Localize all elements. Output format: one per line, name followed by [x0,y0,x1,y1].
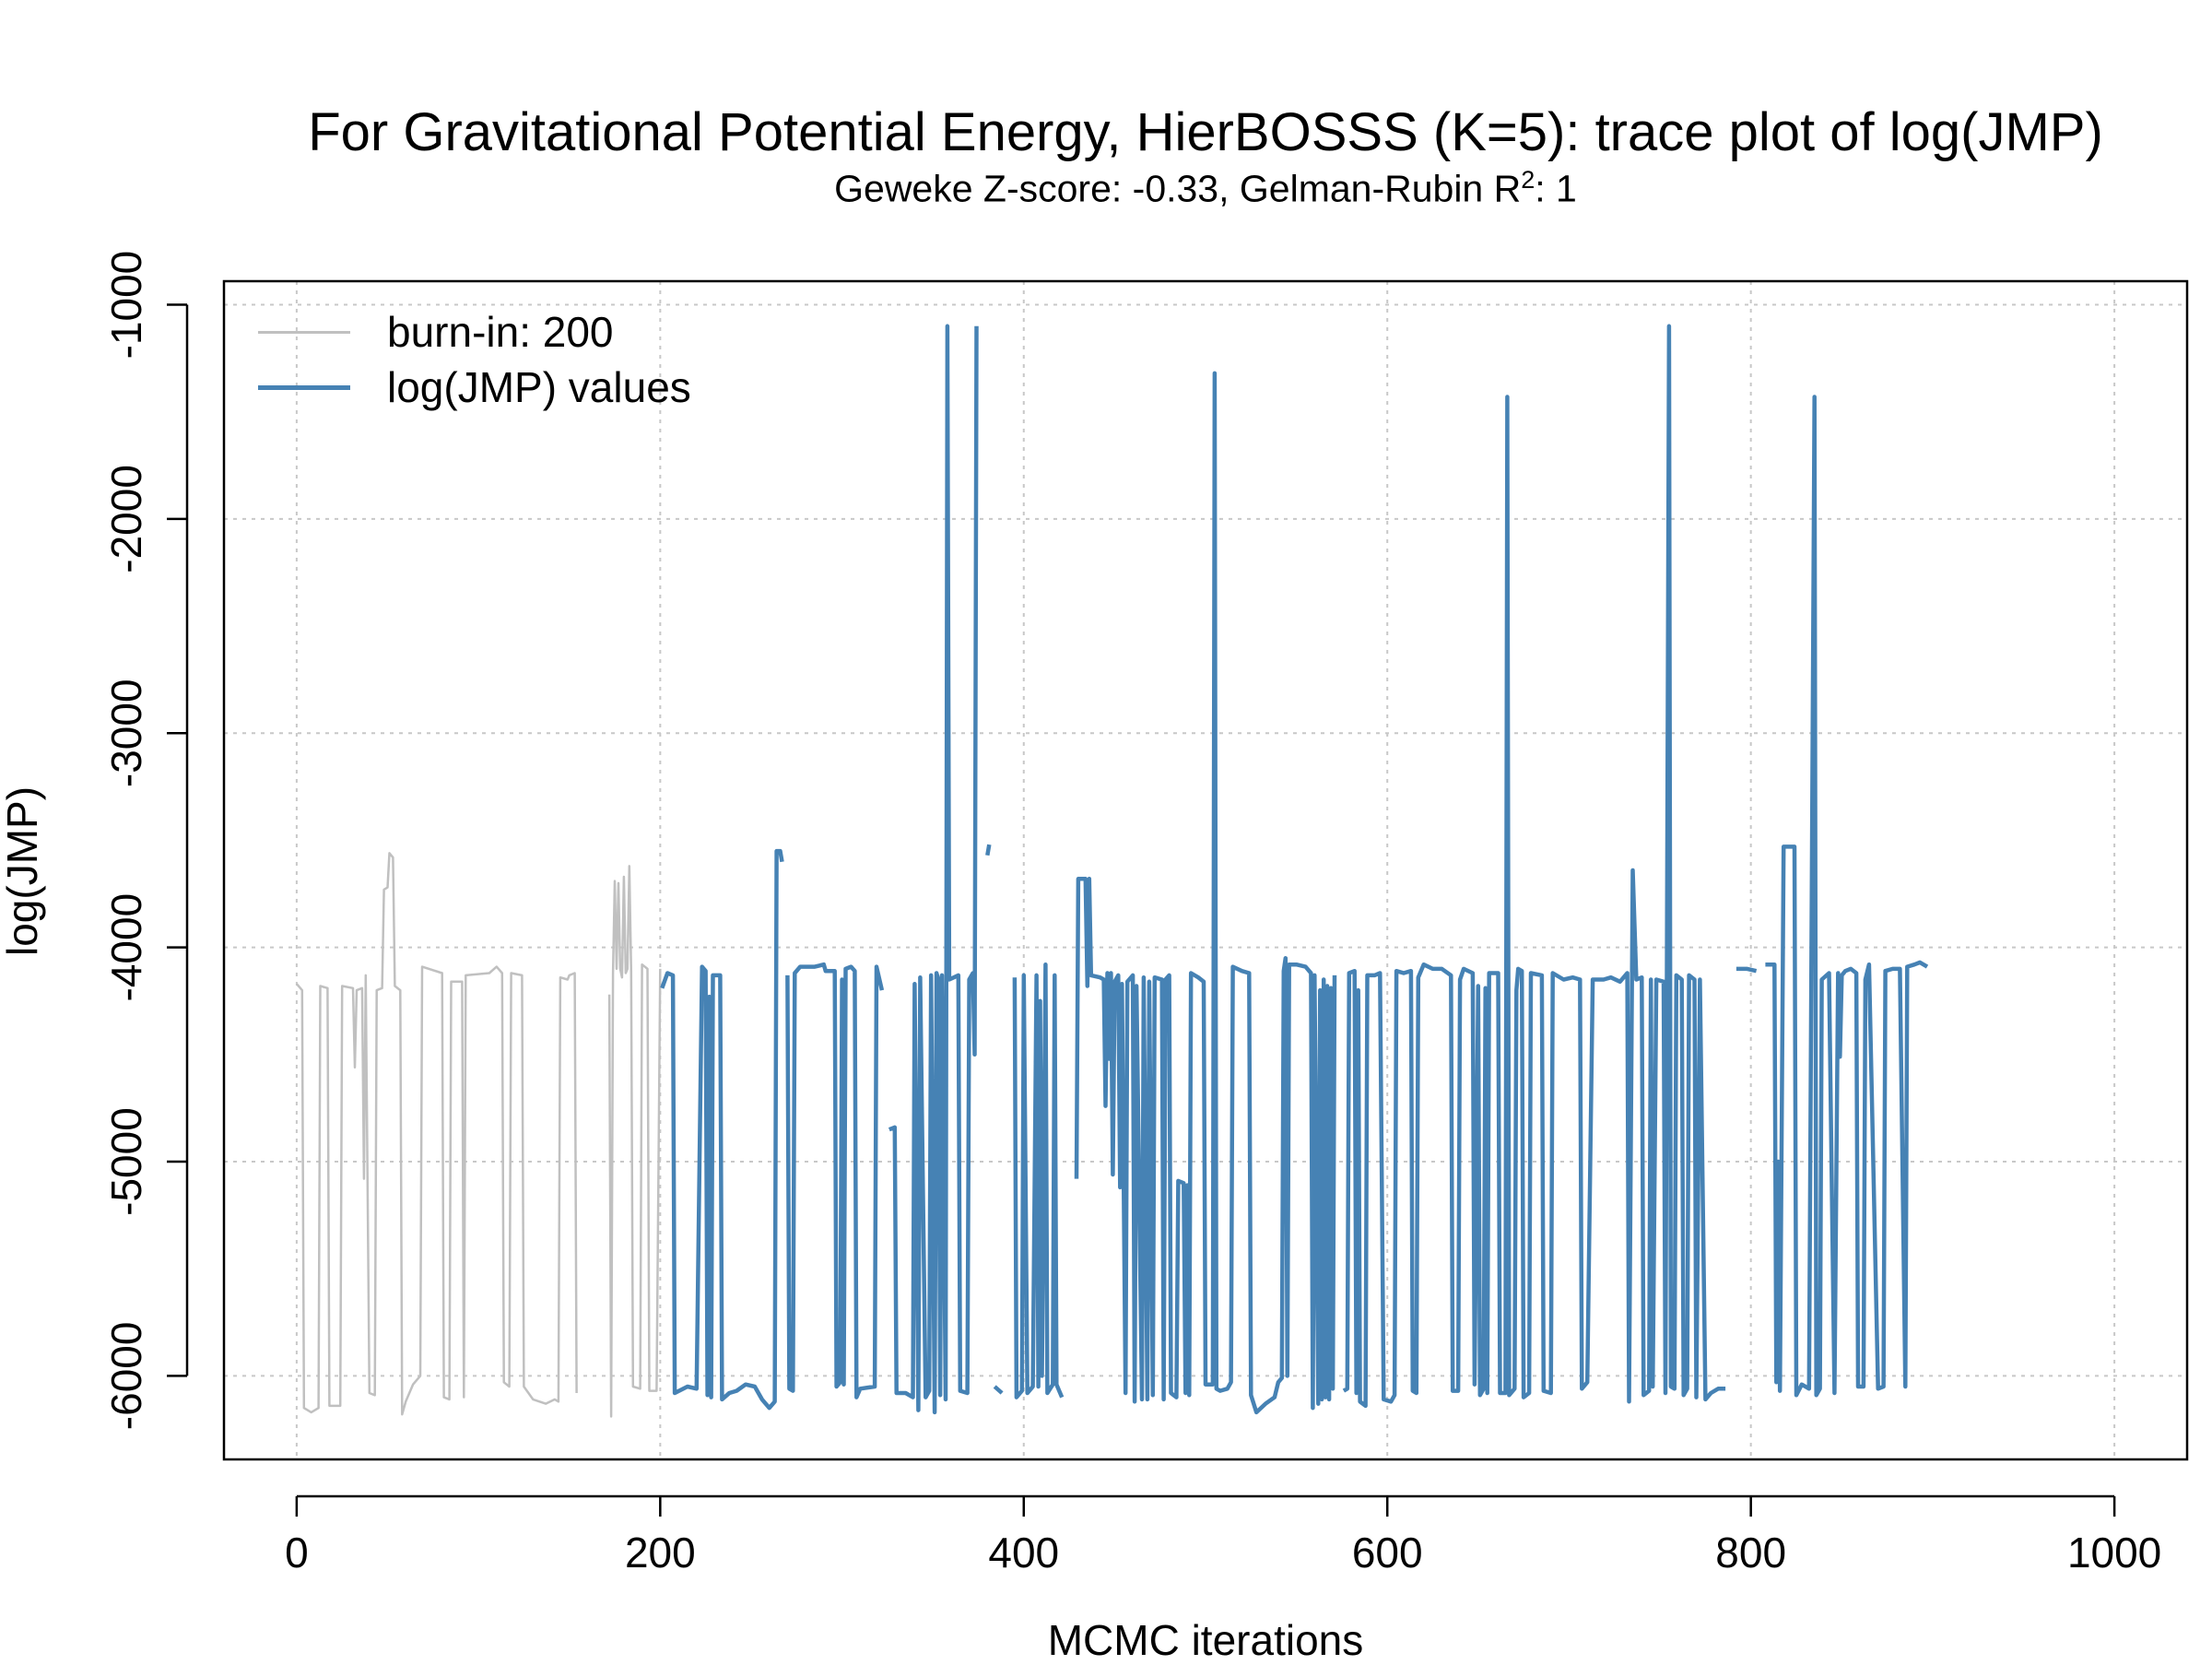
series-layer [295,324,1929,1418]
y-tick-label: -1000 [102,251,150,360]
y-tick-label: -5000 [102,1107,150,1216]
legend-swatch-burnin [258,330,350,334]
legend-values: log(JMP) values [258,360,691,415]
legend: burn-in: 200 log(JMP) values [258,304,691,415]
subtitle-superscript: 2 [1521,166,1535,194]
legend-burnin: burn-in: 200 [258,304,691,360]
y-tick-label: -6000 [102,1322,150,1431]
x-axis-label: MCMC iterations [1047,1616,1364,1664]
y-tick-label: -4000 [102,893,150,1002]
x-tick-label: 0 [285,1529,309,1576]
grid-lines [224,281,2187,1459]
chart-subtitle: Geweke Z-score: -0.33, Gelman-Rubin R2: … [224,166,2187,211]
y-tick-label: -2000 [102,465,150,573]
plot-frame [222,279,2189,1461]
y-tick-label: -3000 [102,679,150,787]
y-axis-label: log(JMP) [0,785,46,957]
x-axis: 0 200 400 600 800 1000 [285,1494,2161,1576]
x-tick-label: 400 [988,1529,1059,1576]
legend-label-burnin: burn-in: 200 [387,308,614,356]
legend-label-values: log(JMP) values [387,363,691,411]
subtitle-suffix: : 1 [1535,167,1577,210]
series-line-values [660,324,1929,1415]
y-axis: -1000 -2000 -3000 -4000 -5000 -6000 [102,251,189,1431]
x-tick-label: 600 [1352,1529,1423,1576]
series-line-burnin [295,852,662,1418]
x-tick-label: 200 [625,1529,696,1576]
x-tick-label: 1000 [2067,1529,2161,1576]
chart-title: For Gravitational Potential Energy, Hier… [308,102,2103,162]
subtitle-prefix: Geweke Z-score: -0.33, Gelman-Rubin R [834,167,1522,210]
legend-swatch-values [258,384,350,390]
x-tick-label: 800 [1715,1529,1786,1576]
